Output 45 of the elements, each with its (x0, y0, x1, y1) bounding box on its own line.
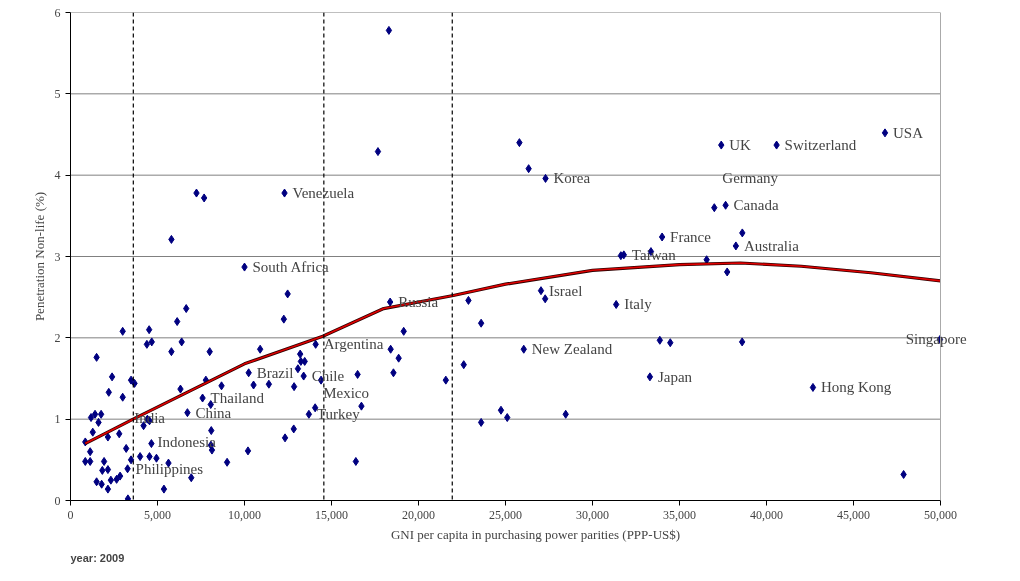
annotation: Hong Kong (820, 379, 892, 396)
x-tick-label: 10,000 (228, 507, 261, 522)
x-tick-label: 40,000 (750, 507, 783, 522)
annotation: Turkey (316, 406, 361, 423)
annotation: Indonesia (157, 433, 217, 450)
x-tick-label: 15,000 (315, 507, 348, 522)
annotation: Japan (657, 368, 693, 385)
x-axis-title: GNI per capita in purchasing power parities (PPP-US$) (390, 526, 681, 542)
y-tick-label: 3 (54, 249, 61, 264)
annotation: Philippines (135, 460, 204, 477)
x-tick-label: 30,000 (576, 507, 609, 522)
y-tick-label: 1 (54, 412, 61, 427)
annotation: South Africa (252, 259, 330, 276)
annotation: UK (729, 137, 752, 154)
annotation: Germany (722, 169, 779, 186)
annotation: Thailand (210, 390, 265, 407)
annotation: Canada (733, 197, 779, 214)
annotation: New Zealand (531, 341, 613, 358)
annotation: Argentina (323, 336, 384, 353)
annotation: USA (892, 124, 924, 141)
annotation: Venezuela (292, 185, 355, 202)
text: year: 2009 (70, 551, 125, 564)
annotation: Italy (624, 296, 653, 313)
annotation: Switzerland (784, 137, 857, 154)
y-tick-label: 4 (54, 168, 61, 183)
x-tick-label: 5,000 (144, 507, 171, 522)
y-tick-label: 2 (54, 330, 61, 345)
y-tick-label: 5 (54, 86, 61, 101)
y-tick-label: 6 (54, 5, 61, 20)
y-tick-label: 0 (54, 493, 61, 508)
x-tick-label: 45,000 (837, 507, 870, 522)
x-tick-label: 0 (67, 507, 74, 522)
annotation: Korea (553, 170, 591, 187)
annotation: China (195, 404, 232, 421)
x-tick-label: 20,000 (402, 507, 435, 522)
x-tick-label: 25,000 (489, 507, 522, 522)
annotation: Israel (549, 282, 583, 299)
x-tick-label: 50,000 (924, 507, 957, 522)
annotation: Australia (743, 237, 800, 254)
annotation: France (670, 228, 712, 245)
y-axis-title: Penetration Non-life (%) (31, 191, 47, 322)
annotation: Chile (311, 368, 345, 385)
annotation: Brazil (256, 364, 294, 381)
annotation: Mexico (323, 384, 369, 401)
x-tick-label: 35,000 (663, 507, 696, 522)
